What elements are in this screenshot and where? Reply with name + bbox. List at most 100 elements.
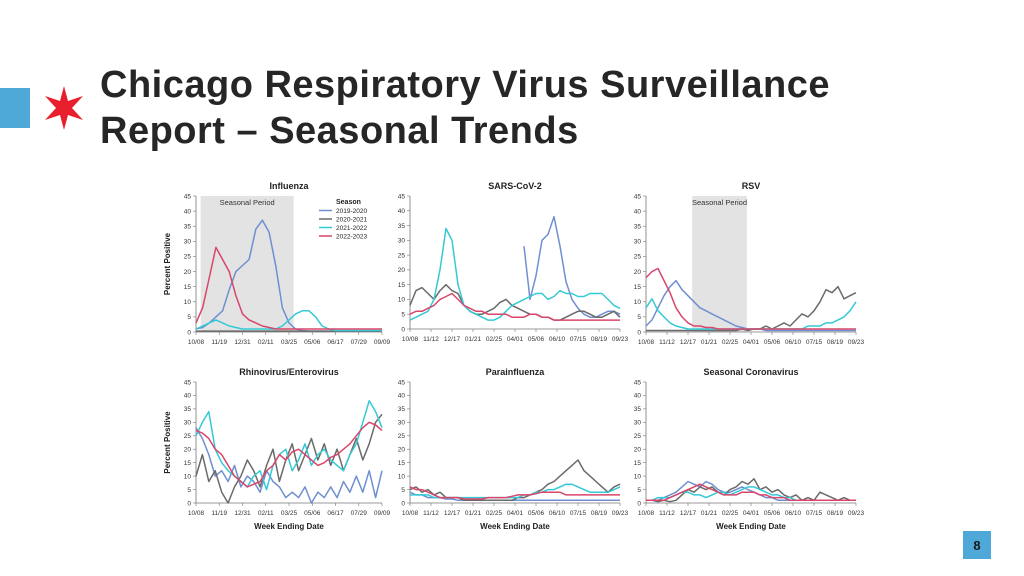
x-tick-label: 08/19 xyxy=(591,336,608,343)
y-tick-label: 25 xyxy=(634,254,642,261)
x-tick-label: 04/01 xyxy=(507,510,524,517)
x-tick-label: 12/31 xyxy=(234,339,251,346)
x-tick-label: 01/21 xyxy=(465,510,482,517)
x-tick-label: 07/29 xyxy=(351,510,368,517)
x-tick-label: 01/21 xyxy=(465,336,482,343)
y-tick-label: 20 xyxy=(184,269,192,276)
page-number: 8 xyxy=(963,531,991,559)
x-tick-label: 04/01 xyxy=(743,339,760,346)
x-tick-label: 04/01 xyxy=(507,336,524,343)
chart-title: Parainfluenza xyxy=(486,367,546,377)
y-tick-label: 25 xyxy=(398,252,406,259)
x-tick-label: 12/17 xyxy=(680,510,697,517)
y-tick-label: 30 xyxy=(398,420,406,427)
seasonal-period-label: Seasonal Period xyxy=(220,198,275,207)
y-tick-label: 45 xyxy=(184,379,192,386)
y-tick-label: 15 xyxy=(634,460,642,467)
y-tick-label: 10 xyxy=(184,299,192,306)
chart-panel-6: 0 5 10 15 20 25 30 35 40 45 10/08 11/12 12/17 01/21 02… xyxy=(634,367,865,531)
x-tick-label: 12/17 xyxy=(444,510,461,517)
legend-entry: 2021-2022 xyxy=(336,225,367,232)
y-tick-label: 30 xyxy=(634,420,642,427)
x-tick-label: 01/21 xyxy=(701,339,718,346)
chart-title: RSV xyxy=(742,181,761,191)
y-tick-label: 15 xyxy=(398,460,406,467)
y-tick-label: 0 xyxy=(637,500,641,507)
y-tick-label: 45 xyxy=(634,379,642,386)
x-tick-label: 11/12 xyxy=(423,336,439,343)
y-tick-label: 45 xyxy=(184,193,192,200)
seasonal-period-shade xyxy=(200,196,294,332)
x-tick-label: 11/19 xyxy=(211,510,227,517)
x-tick-label: 06/10 xyxy=(549,336,566,343)
legend-title: Season xyxy=(336,199,361,206)
x-tick-label: 10/08 xyxy=(402,336,419,343)
y-tick-label: 20 xyxy=(398,447,406,454)
y-tick-label: 0 xyxy=(401,326,405,333)
chart-panel-4: 0 5 10 15 20 25 30 35 40 45 10/08 11/19 12/31 02/11 03… xyxy=(163,367,391,531)
chart-title: Rhinovirus/Enterovirus xyxy=(239,367,339,377)
x-tick-label: 05/06 xyxy=(304,339,321,346)
x-tick-label: 08/19 xyxy=(827,510,844,517)
y-tick-label: 10 xyxy=(634,473,642,480)
x-tick-label: 11/12 xyxy=(423,510,439,517)
x-tick-label: 11/12 xyxy=(659,510,675,517)
y-tick-label: 25 xyxy=(398,433,406,440)
accent-square xyxy=(0,88,30,128)
x-tick-label: 01/21 xyxy=(701,510,718,517)
y-tick-label: 35 xyxy=(184,406,192,413)
series-line-series-1 xyxy=(409,491,620,502)
series-line-series-1 xyxy=(195,427,383,504)
y-tick-label: 35 xyxy=(398,406,406,413)
x-tick-label: 02/11 xyxy=(258,510,274,517)
y-tick-label: 5 xyxy=(401,312,405,319)
x-tick-label: 08/19 xyxy=(827,339,844,346)
y-tick-label: 25 xyxy=(184,254,192,261)
chart-panel-1: Seasonal Period 0 5 10 15 20 25 30 35 40 45 10/08 11… xyxy=(163,181,391,346)
page-title: Chicago Respiratory Virus Surveillance R… xyxy=(100,62,830,154)
x-tick-label: 10/08 xyxy=(638,510,655,517)
x-tick-label: 11/19 xyxy=(211,339,227,346)
legend-entry: 2019-2020 xyxy=(336,208,367,215)
x-axis-label: Week Ending Date xyxy=(480,522,550,531)
x-tick-label: 08/19 xyxy=(591,510,608,517)
y-tick-label: 10 xyxy=(398,297,406,304)
x-tick-label: 02/25 xyxy=(722,510,739,517)
x-tick-label: 02/11 xyxy=(258,339,274,346)
x-tick-label: 05/06 xyxy=(764,510,781,517)
x-tick-label: 03/25 xyxy=(281,510,298,517)
chart-title: SARS-CoV-2 xyxy=(488,181,542,191)
y-tick-label: 0 xyxy=(637,329,641,336)
y-tick-label: 35 xyxy=(634,224,642,231)
y-tick-label: 40 xyxy=(634,208,642,215)
series-line-series-3 xyxy=(195,400,383,491)
series-line-series-4 xyxy=(646,483,856,502)
x-tick-label: 12/17 xyxy=(444,336,461,343)
x-tick-label: 06/17 xyxy=(327,510,344,517)
page-title-line1: Chicago Respiratory Virus Surveillance xyxy=(100,64,831,106)
series-line-series-3 xyxy=(645,298,857,330)
y-tick-label: 20 xyxy=(184,447,192,454)
series-line-series-3 xyxy=(409,227,621,321)
y-tick-label: 0 xyxy=(187,500,191,507)
x-tick-label: 05/06 xyxy=(528,336,545,343)
y-tick-label: 40 xyxy=(184,393,192,400)
y-tick-label: 45 xyxy=(398,193,406,200)
y-axis-label: Percent Positive xyxy=(163,232,172,295)
chart-title: Seasonal Coronavirus xyxy=(703,367,798,377)
y-tick-label: 5 xyxy=(401,487,405,494)
chart-panel-2: 0 5 10 15 20 25 30 35 40 45 10/08 11/12 12/17 01/21 02… xyxy=(398,181,629,343)
x-tick-label: 02/25 xyxy=(486,510,503,517)
chart-panel-5: 0 5 10 15 20 25 30 35 40 45 10/08 11/12 12/17 01/21 02… xyxy=(398,367,629,531)
y-tick-label: 15 xyxy=(184,460,192,467)
y-tick-label: 20 xyxy=(398,267,406,274)
x-tick-label: 09/23 xyxy=(612,336,629,343)
series-line-series-2 xyxy=(409,283,621,321)
x-tick-label: 06/10 xyxy=(549,510,566,517)
x-tick-label: 05/06 xyxy=(528,510,545,517)
series-line-series-4 xyxy=(409,486,620,500)
y-tick-label: 30 xyxy=(184,420,192,427)
x-tick-label: 12/31 xyxy=(234,510,251,517)
legend-entry: 2020-2021 xyxy=(336,217,367,224)
y-tick-label: 5 xyxy=(637,314,641,321)
